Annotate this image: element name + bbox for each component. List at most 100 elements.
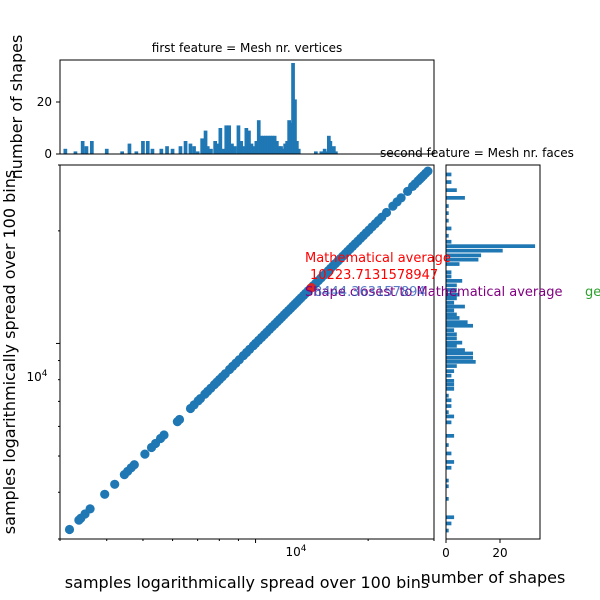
right-bar-34 xyxy=(446,316,460,320)
right-bar-21 xyxy=(446,369,455,373)
right-bar-35 xyxy=(446,312,457,317)
right-bar-18 xyxy=(446,382,455,387)
scatter-point-0-0 xyxy=(64,524,75,535)
scatter-point-0-17 xyxy=(174,414,185,425)
right-bar-8 xyxy=(446,451,452,456)
top-bar-66 xyxy=(330,148,334,154)
right-bar-54 xyxy=(446,218,449,223)
top-bar-44 xyxy=(266,135,270,154)
right-bar-57 xyxy=(446,196,465,200)
right-bar-56 xyxy=(446,204,449,208)
right-bar-32 xyxy=(446,323,473,328)
top-bar-25 xyxy=(215,143,220,154)
top-y-tick-label-0: 0 xyxy=(44,147,52,161)
top-bar-36 xyxy=(247,130,251,154)
top-bar-6 xyxy=(120,151,124,154)
right-bar-20 xyxy=(446,373,452,378)
top-histogram-ylabel: number of shapes xyxy=(7,35,26,180)
top-bar-22 xyxy=(205,146,210,154)
right-bar-40 xyxy=(446,292,460,297)
top-bar-56 xyxy=(291,63,295,154)
green-annotation-fragment: ge xyxy=(585,285,600,300)
top-bar-50 xyxy=(279,146,283,154)
right-bar-11 xyxy=(446,420,452,425)
right-histogram-frame xyxy=(445,164,541,540)
right-bar-10 xyxy=(446,434,455,438)
right-bar-42 xyxy=(446,283,457,288)
right-bar-59 xyxy=(446,180,452,184)
top-bar-57 xyxy=(293,99,297,154)
top-bar-46 xyxy=(270,135,275,154)
top-bar-3 xyxy=(84,146,89,154)
top-bar-42 xyxy=(261,135,266,154)
top-bar-45 xyxy=(268,135,273,154)
top-bar-28 xyxy=(224,125,229,154)
right-bar-53 xyxy=(446,226,452,231)
top-bar-7 xyxy=(127,143,132,154)
right-bar-19 xyxy=(446,379,455,383)
right-bar-15 xyxy=(446,398,452,403)
right-bar-2 xyxy=(446,515,455,520)
right-bar-39 xyxy=(446,296,457,301)
scatter-point-0-89 xyxy=(381,207,392,218)
right-bar-26 xyxy=(446,348,465,352)
scatter-point-0-10 xyxy=(129,460,139,470)
top-bar-33 xyxy=(239,141,243,154)
top-bar-18 xyxy=(192,146,196,154)
shape-closest-label: Shape closest to Mathematical average xyxy=(305,285,562,300)
top-bar-68 xyxy=(334,151,338,154)
top-bar-59 xyxy=(296,148,301,154)
top-bar-48 xyxy=(275,141,279,154)
right-bar-13 xyxy=(446,410,449,414)
right-bar-47 xyxy=(446,257,479,262)
top-bar-61 xyxy=(319,151,324,154)
top-bar-60 xyxy=(314,151,318,154)
top-histogram-title: first feature = Mesh nr. vertices xyxy=(152,41,342,55)
top-bar-34 xyxy=(241,146,246,154)
scatter-point-0-92 xyxy=(396,193,406,203)
right-bar-41 xyxy=(446,288,457,292)
scatter-point-0-4 xyxy=(85,504,95,514)
top-bar-11 xyxy=(150,148,155,154)
right-bar-48 xyxy=(446,253,482,258)
right-bar-12 xyxy=(446,414,455,419)
top-bar-63 xyxy=(324,151,329,154)
top-bar-31 xyxy=(232,146,237,154)
top-bar-49 xyxy=(277,146,281,154)
top-y-tick-label-20: 20 xyxy=(37,95,52,109)
top-bar-21 xyxy=(203,130,208,154)
main-scatter-frame xyxy=(59,164,435,540)
top-bar-0 xyxy=(63,148,68,154)
right-bar-55 xyxy=(446,211,449,215)
top-bar-39 xyxy=(254,141,259,154)
top-bar-23 xyxy=(209,148,213,154)
top-bar-19 xyxy=(195,151,200,154)
right-bar-49 xyxy=(446,248,503,253)
top-bar-40 xyxy=(256,120,261,154)
top-bar-17 xyxy=(188,143,193,154)
right-bar-3 xyxy=(446,497,449,501)
y-tick-label-1e4: 104 xyxy=(26,369,47,384)
top-bar-29 xyxy=(227,125,231,154)
scatter-point-0-101 xyxy=(423,166,433,176)
right-bar-6 xyxy=(446,465,452,470)
right-bar-46 xyxy=(446,262,460,266)
top-bar-62 xyxy=(322,148,327,154)
right-bar-43 xyxy=(446,279,463,283)
right-histogram: 0 20 number of shapes xyxy=(421,164,565,587)
top-bar-2 xyxy=(80,141,85,154)
right-bar-37 xyxy=(446,304,465,309)
top-bar-55 xyxy=(289,122,293,154)
top-bar-24 xyxy=(213,141,217,154)
top-bar-14 xyxy=(170,148,175,154)
top-bar-26 xyxy=(218,128,223,154)
right-bar-44 xyxy=(446,274,452,279)
main-scatter: 104 104 samples logarithmically spread o… xyxy=(0,164,435,592)
top-bar-52 xyxy=(283,143,287,154)
right-bar-16 xyxy=(446,393,449,398)
top-bar-20 xyxy=(200,138,204,154)
right-x-tick-label-0: 0 xyxy=(442,546,450,560)
right-bar-22 xyxy=(446,364,457,368)
top-histogram-bars xyxy=(63,63,338,154)
